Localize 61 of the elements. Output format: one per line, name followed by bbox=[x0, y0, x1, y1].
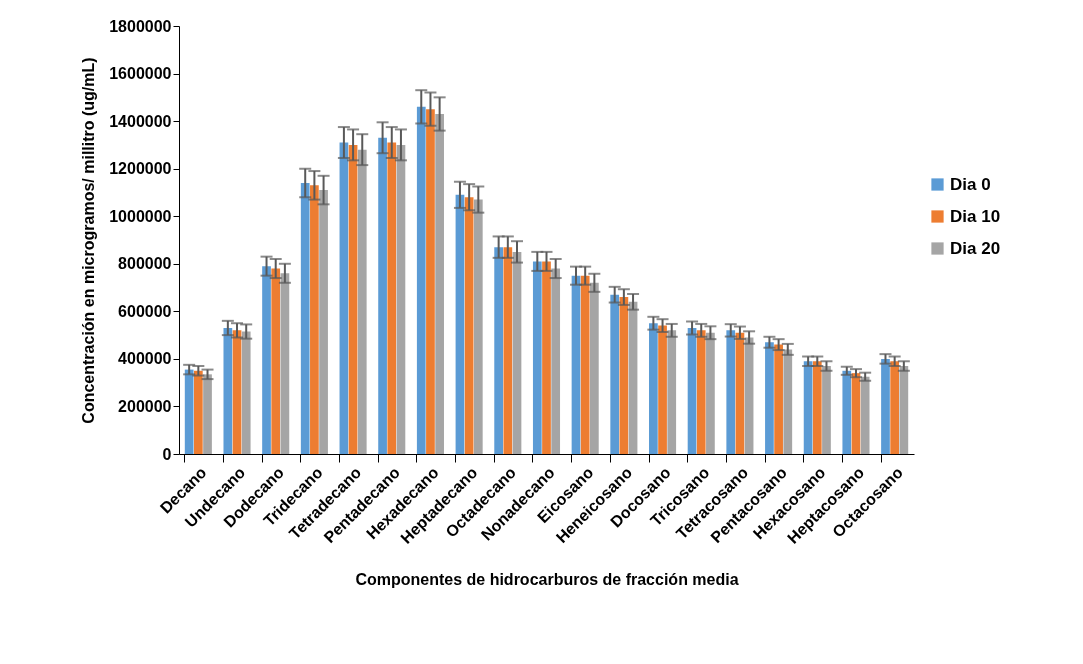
y-axis-title: Concentración en microgramos/ millitro (ug/mL) bbox=[80, 57, 98, 424]
bar bbox=[667, 330, 677, 454]
legend-label: Dia 20 bbox=[950, 238, 1001, 258]
bar bbox=[464, 197, 474, 454]
y-tick-label: 200000 bbox=[118, 397, 172, 415]
bar bbox=[899, 366, 909, 454]
y-tick-label: 1400000 bbox=[109, 112, 172, 130]
bar bbox=[812, 361, 822, 454]
bar bbox=[396, 144, 406, 454]
bar bbox=[241, 331, 251, 454]
bar bbox=[455, 194, 465, 454]
bar bbox=[319, 190, 328, 454]
bar bbox=[494, 247, 503, 454]
bar bbox=[571, 275, 581, 454]
bar bbox=[696, 330, 706, 454]
bar bbox=[783, 349, 793, 454]
bar bbox=[387, 142, 397, 454]
bar bbox=[203, 374, 212, 454]
bar bbox=[649, 323, 658, 454]
bar bbox=[822, 366, 831, 454]
bar bbox=[774, 344, 783, 454]
bar bbox=[590, 282, 599, 454]
bar bbox=[610, 294, 620, 454]
bar bbox=[435, 113, 444, 454]
bar bbox=[706, 332, 715, 454]
bar bbox=[416, 106, 426, 454]
y-tick-label: 0 bbox=[162, 445, 172, 463]
bar bbox=[426, 109, 435, 454]
bar bbox=[300, 182, 310, 454]
bar bbox=[890, 361, 900, 454]
y-tick-label: 800000 bbox=[118, 255, 172, 273]
legend-label: Dia 0 bbox=[950, 174, 991, 194]
bar bbox=[473, 199, 483, 454]
bar bbox=[280, 273, 290, 454]
y-tick-label: 400000 bbox=[118, 350, 172, 368]
y-tick-label: 1600000 bbox=[109, 65, 172, 83]
bar bbox=[658, 325, 667, 454]
y-tick-label: 1800000 bbox=[109, 17, 172, 35]
bar bbox=[357, 149, 367, 454]
bar bbox=[532, 261, 542, 454]
bar bbox=[551, 268, 561, 454]
bar bbox=[542, 261, 551, 454]
bar bbox=[348, 144, 358, 454]
bar bbox=[184, 369, 194, 454]
bar bbox=[726, 330, 736, 454]
bar bbox=[310, 185, 319, 454]
bar bbox=[223, 327, 233, 454]
bar bbox=[339, 142, 349, 454]
legend-label: Dia 10 bbox=[950, 206, 1001, 226]
y-tick-label: 600000 bbox=[118, 302, 172, 320]
y-tick-label: 1200000 bbox=[109, 160, 172, 178]
bar bbox=[262, 266, 271, 454]
bar bbox=[580, 275, 590, 454]
bar bbox=[503, 247, 513, 454]
bar bbox=[193, 370, 203, 454]
bar bbox=[271, 268, 281, 454]
bar bbox=[765, 342, 774, 454]
bar bbox=[378, 137, 387, 454]
y-tick-label: 1000000 bbox=[109, 207, 172, 225]
bar bbox=[512, 251, 522, 454]
x-axis-title: Componentes de hidrocarburos de fracción media bbox=[355, 570, 739, 588]
